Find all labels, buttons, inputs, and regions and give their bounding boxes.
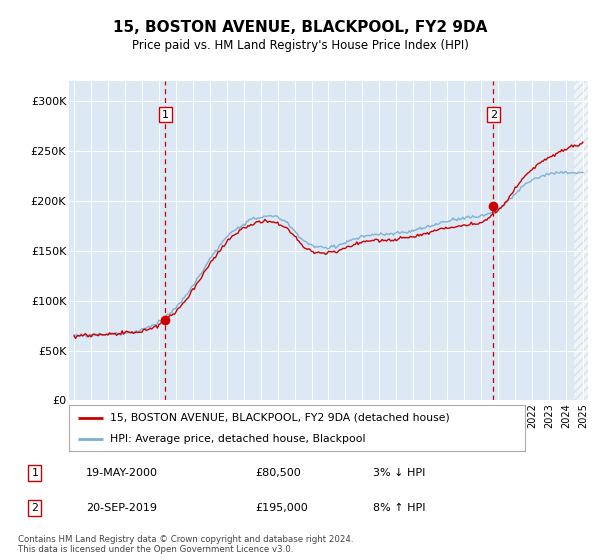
Text: 2: 2: [490, 110, 497, 120]
Text: Price paid vs. HM Land Registry's House Price Index (HPI): Price paid vs. HM Land Registry's House …: [131, 39, 469, 52]
Text: 15, BOSTON AVENUE, BLACKPOOL, FY2 9DA: 15, BOSTON AVENUE, BLACKPOOL, FY2 9DA: [113, 20, 487, 35]
Text: 2: 2: [31, 503, 38, 513]
Text: £195,000: £195,000: [255, 503, 308, 513]
Text: 1: 1: [31, 468, 38, 478]
Bar: [574, 81, 592, 400]
Text: 19-MAY-2000: 19-MAY-2000: [86, 468, 158, 478]
Text: 8% ↑ HPI: 8% ↑ HPI: [373, 503, 426, 513]
Text: 3% ↓ HPI: 3% ↓ HPI: [373, 468, 425, 478]
Text: 15, BOSTON AVENUE, BLACKPOOL, FY2 9DA (detached house): 15, BOSTON AVENUE, BLACKPOOL, FY2 9DA (d…: [110, 413, 450, 423]
Text: 1: 1: [162, 110, 169, 120]
Text: Contains HM Land Registry data © Crown copyright and database right 2024.
This d: Contains HM Land Registry data © Crown c…: [18, 535, 353, 554]
Text: £80,500: £80,500: [255, 468, 301, 478]
Text: 20-SEP-2019: 20-SEP-2019: [86, 503, 157, 513]
Text: HPI: Average price, detached house, Blackpool: HPI: Average price, detached house, Blac…: [110, 434, 365, 444]
